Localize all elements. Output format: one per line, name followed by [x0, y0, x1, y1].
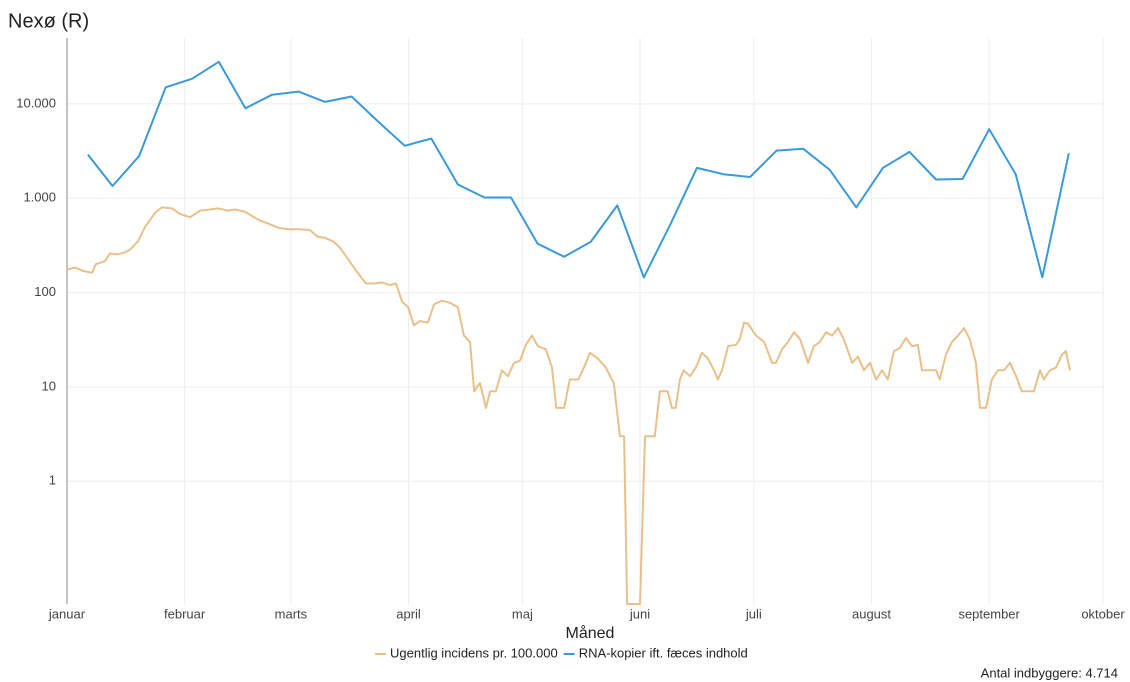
x-tick-label: oktober [1081, 606, 1125, 621]
x-tick-label: februar [164, 606, 206, 621]
legend-label: RNA-kopier ift. fæces indhold [579, 645, 748, 660]
y-tick-label: 100 [34, 284, 56, 299]
chart-title: Nexø (R) [8, 10, 89, 32]
x-tick-label: juni [629, 606, 650, 621]
x-tick-label: april [396, 606, 421, 621]
x-tick-label: marts [275, 606, 308, 621]
data-line [66, 206, 1071, 605]
y-tick-label: 10 [42, 378, 56, 393]
x-tick-label: maj [512, 606, 533, 621]
x-axis-label: Måned [566, 624, 615, 642]
x-tick-label: januar [48, 606, 86, 621]
note: Antal indbyggere: 4.714 [981, 665, 1118, 680]
y-tick-label: 1.000 [23, 190, 56, 205]
y-tick-label: 1 [49, 473, 56, 488]
y-tick-label: 10.000 [16, 95, 56, 110]
x-tick-label: august [852, 606, 891, 621]
data-line [87, 60, 1070, 279]
x-tick-label: juli [745, 606, 762, 621]
x-tick-label: september [958, 606, 1020, 621]
legend-label: Ugentlig incidens pr. 100.000 [390, 645, 558, 660]
